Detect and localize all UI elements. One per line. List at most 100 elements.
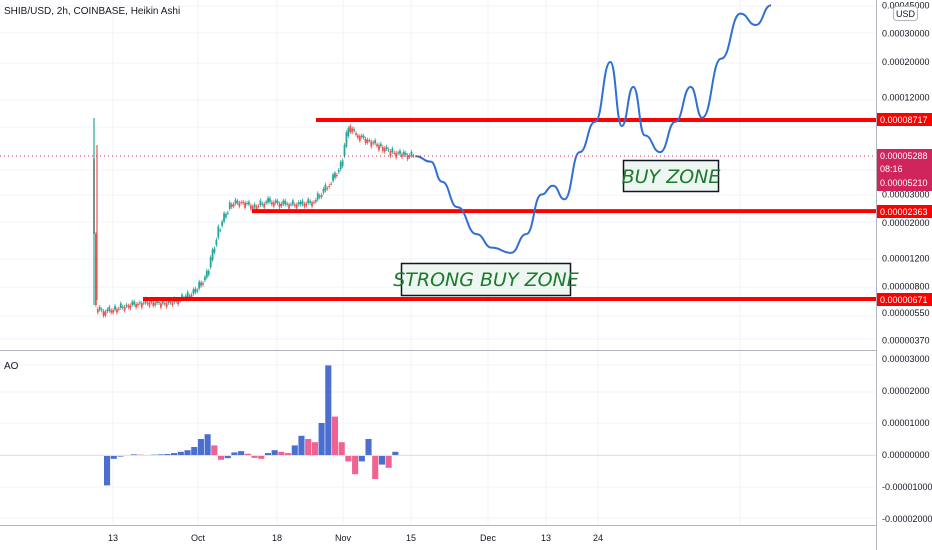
candle-body — [330, 183, 333, 185]
candle-body — [274, 200, 277, 203]
ao-bar — [298, 435, 305, 455]
candle-body — [226, 212, 229, 214]
ao-bar — [184, 450, 191, 455]
candle-body — [263, 203, 266, 208]
candle-body — [238, 202, 241, 207]
candle-body — [148, 302, 151, 307]
horizontal-levels[interactable] — [143, 118, 876, 301]
candle-body — [202, 282, 204, 285]
candle-body — [236, 201, 239, 204]
price-tick-label: 0.00045000 — [882, 0, 930, 10]
candle-body — [240, 202, 243, 204]
candle-body — [255, 206, 258, 210]
candle-body — [135, 304, 137, 308]
time-axis[interactable]: 13 Oct 18 Nov 15 Dec 13 24 — [108, 533, 603, 543]
ao-bar — [204, 434, 211, 455]
ao-bar — [345, 455, 352, 462]
candle-body — [293, 204, 296, 206]
candle-body — [186, 292, 189, 297]
candle-body — [190, 294, 193, 297]
ao-bar — [305, 439, 312, 455]
candle-body — [401, 154, 403, 158]
candle-body — [234, 199, 237, 204]
candle-body — [95, 233, 97, 306]
price-tick-label: 0.00002000 — [882, 218, 930, 228]
ao-bar — [224, 455, 231, 459]
ao-bar — [271, 450, 278, 455]
buy-zone-annotation[interactable]: BUY ZONE — [622, 159, 721, 193]
candle-body — [347, 128, 350, 137]
candle-body — [198, 281, 201, 289]
candle-body — [368, 140, 371, 142]
candle-body — [404, 152, 407, 155]
ao-bar — [238, 451, 245, 455]
indicator-label: AO — [4, 361, 19, 372]
ao-bar — [338, 442, 345, 455]
ao-tick-label: 0.00001000 — [882, 418, 930, 428]
buy-zone-text: BUY ZONE — [622, 166, 721, 188]
candle-body — [112, 309, 115, 313]
candle-body — [215, 239, 218, 245]
candle-body — [311, 202, 313, 207]
candle-body — [412, 155, 415, 157]
candle-body — [337, 170, 340, 173]
candle-body — [248, 201, 250, 205]
price-tick-label: 0.00000800 — [882, 282, 930, 292]
currency-badge[interactable]: USD — [893, 6, 918, 21]
candle-body — [125, 304, 128, 307]
candle-body — [410, 151, 413, 156]
strong-buy-zone-annotation[interactable]: STRONG BUY ZONE — [393, 262, 579, 297]
candle-body — [328, 185, 331, 187]
candle-body — [137, 303, 139, 306]
candle-body — [314, 199, 317, 202]
price-axis[interactable]: 0.00045000 0.00030000 0.00020000 0.00012000… — [882, 0, 930, 345]
candle-body — [171, 302, 174, 306]
candle-body — [326, 188, 329, 190]
candle-body — [353, 129, 355, 131]
candle-body — [286, 203, 289, 205]
candle-body — [381, 147, 384, 152]
time-tick-label: 18 — [272, 533, 282, 543]
candle-body — [188, 295, 191, 297]
candle-body — [219, 230, 222, 232]
candle-body — [379, 143, 382, 147]
candle-body — [177, 300, 180, 305]
svg-text:0.00000671: 0.00000671 — [880, 295, 928, 305]
time-tick-label: 15 — [406, 533, 416, 543]
svg-text:USD: USD — [896, 9, 916, 19]
candle-body — [334, 172, 336, 178]
candle-body — [127, 305, 130, 308]
candle-body — [200, 282, 202, 286]
candle-body — [121, 306, 124, 308]
candle-body — [209, 257, 212, 268]
candle-body — [98, 306, 101, 310]
price-tick-label: 0.00000550 — [882, 308, 930, 318]
ao-bar — [217, 455, 225, 460]
candle-body — [131, 301, 134, 305]
candle-body — [161, 299, 164, 304]
projection-line[interactable] — [415, 4, 772, 254]
candle-body — [332, 174, 334, 181]
candle-body — [395, 153, 398, 158]
candle-body — [106, 309, 109, 312]
candle-body — [408, 155, 411, 157]
candle-body — [140, 303, 143, 308]
candle-body — [374, 140, 377, 144]
candle-body — [387, 149, 390, 151]
level-label-3: 0.00000671 — [877, 293, 932, 306]
price-tick-label: 0.00012000 — [882, 93, 930, 103]
ao-bar — [191, 447, 198, 455]
candle-body — [246, 203, 248, 205]
time-tick-label: 13 — [108, 533, 118, 543]
candle-body — [207, 271, 210, 275]
candle-body — [303, 203, 306, 207]
candle-body — [339, 162, 342, 170]
current-price-value: 0.00005288 — [880, 151, 928, 161]
candle-body — [217, 226, 220, 238]
ao-bar — [211, 445, 218, 455]
candle-body — [389, 151, 392, 157]
ao-tick-label: 0.00003000 — [882, 354, 930, 364]
candle-body — [156, 299, 159, 303]
level-label-1: 0.00008717 — [877, 113, 932, 126]
